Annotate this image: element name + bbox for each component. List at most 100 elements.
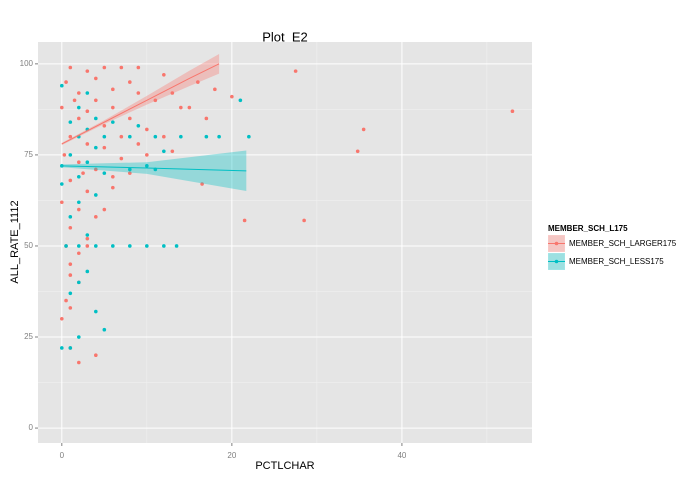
point [94,167,98,172]
point [85,233,90,237]
point [187,105,192,110]
point [136,123,141,128]
point [162,149,166,154]
point [170,149,175,154]
point [111,174,115,179]
point [128,244,132,248]
point [102,134,107,139]
point [361,127,366,132]
chart-title: Plot_E2 [262,29,308,44]
point [153,134,158,139]
point [77,91,81,95]
legend-key-point [554,259,559,264]
legend-label: MEMBER_SCH_LESS175 [569,257,664,266]
point [77,207,81,212]
point [94,215,98,219]
point [68,346,73,350]
point [136,65,141,70]
y-axis-label: ALL_RATE_1112 [9,200,21,283]
point [230,94,234,99]
point [68,262,73,266]
point [111,105,115,110]
point [136,142,141,146]
point [179,134,183,139]
x-tick-label: 40 [397,451,406,460]
point [85,69,90,73]
point [68,65,73,70]
point [72,98,77,103]
point [196,80,200,84]
point [145,244,149,248]
y-tick-label: 0 [29,423,34,432]
point [238,98,243,103]
y-tick-label: 25 [24,332,33,341]
point [102,123,107,128]
point [162,134,166,139]
confidence-band [61,54,220,146]
point [119,65,124,70]
point [85,269,90,274]
point [94,76,98,81]
point [111,120,115,124]
legend-key-point [554,241,559,246]
point [64,80,68,84]
point [145,153,149,157]
point [179,105,183,110]
point [85,244,90,248]
point [77,251,81,256]
point [102,145,107,150]
point [60,317,64,321]
point [162,72,166,77]
point [68,225,73,230]
point [94,193,98,197]
point [136,91,141,95]
point [111,87,115,92]
point [204,134,209,139]
point [102,327,107,332]
point [68,306,73,310]
point [213,87,217,92]
point [162,244,166,248]
point [81,171,85,175]
point [94,98,98,103]
point [510,109,515,114]
point [68,291,73,296]
point [85,189,90,194]
y-tick-label: 75 [24,150,33,159]
point [68,134,73,139]
point [128,134,132,139]
point [128,171,132,175]
point [77,280,81,285]
point [355,149,360,154]
point [94,353,98,358]
fit-line [61,63,220,145]
point [77,335,81,339]
point [145,164,149,168]
point [77,200,81,205]
point [128,167,132,172]
point [119,156,124,161]
point [85,160,90,164]
point [200,182,204,186]
point [68,178,73,183]
point [111,185,115,190]
point [68,153,73,157]
confidence-band [61,150,247,191]
point [62,153,67,157]
point [145,127,149,132]
point [77,105,81,110]
point [85,236,90,241]
point [153,98,158,103]
point [60,83,64,88]
y-tick-label: 100 [20,59,34,68]
point [77,360,81,365]
point [77,244,81,248]
x-tick-label: 0 [60,451,65,460]
point [128,80,132,84]
legend-label: MEMBER_SCH_LARGER175 [569,239,677,248]
point [102,207,107,212]
point [204,116,209,121]
point [68,215,73,219]
point [170,91,175,95]
point [94,116,98,121]
